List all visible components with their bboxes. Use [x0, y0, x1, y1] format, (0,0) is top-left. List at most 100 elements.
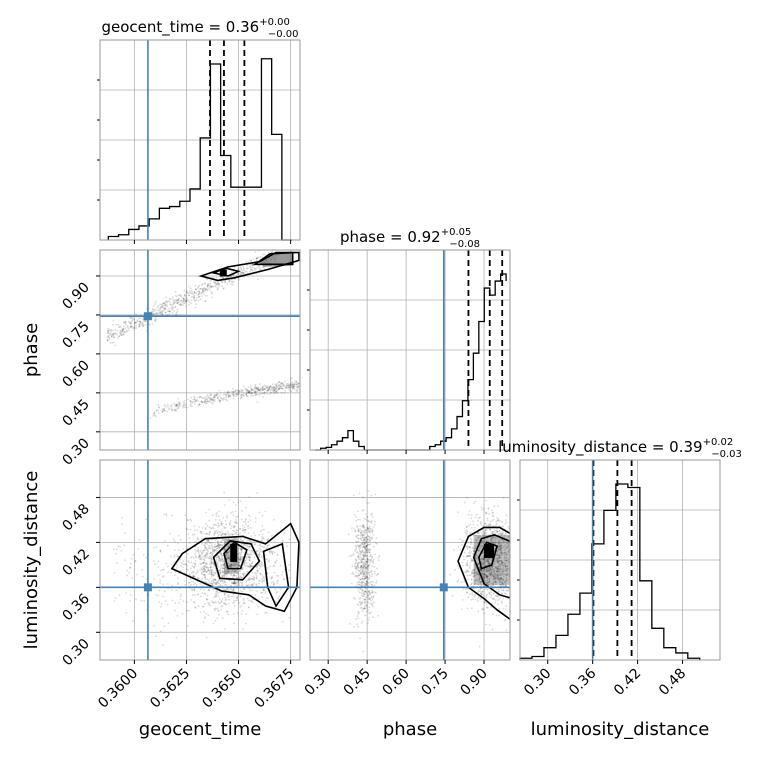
sample-point — [197, 538, 200, 541]
sample-point — [505, 629, 508, 632]
sample-point — [239, 606, 242, 608]
sample-point — [480, 523, 482, 526]
sample-point — [357, 546, 360, 549]
sample-point — [205, 612, 208, 615]
sample-point — [182, 560, 185, 562]
sample-point — [494, 536, 497, 539]
sample-point — [373, 584, 376, 587]
sample-point — [494, 566, 497, 568]
sample-point — [263, 546, 266, 549]
sample-point — [486, 560, 489, 563]
sample-point — [236, 274, 238, 277]
sample-point — [190, 299, 193, 301]
sample-point — [240, 272, 243, 275]
sample-point — [212, 398, 215, 401]
sample-point — [225, 523, 227, 526]
sample-point — [357, 617, 360, 620]
sample-point — [184, 514, 187, 517]
sample-point — [244, 544, 247, 547]
sample-point — [357, 556, 360, 559]
sample-point — [500, 559, 502, 562]
sample-point — [217, 540, 219, 543]
sample-point — [232, 537, 235, 540]
sample-point — [219, 583, 222, 586]
sample-point — [363, 571, 366, 573]
sample-point — [478, 590, 481, 593]
sample-point — [203, 566, 206, 568]
sample-point — [211, 514, 214, 517]
sample-point — [358, 569, 360, 572]
sample-point — [490, 537, 493, 540]
panel-frame — [99, 249, 301, 451]
panel-content — [100, 460, 300, 660]
sample-point — [368, 576, 371, 579]
sample-point — [170, 307, 173, 310]
sample-point — [477, 542, 479, 544]
sample-point — [223, 564, 226, 567]
sample-point — [198, 291, 201, 294]
sample-point — [158, 311, 161, 314]
sample-point — [232, 533, 235, 536]
sample-point — [191, 533, 194, 536]
sample-point — [233, 579, 235, 582]
sample-point — [490, 538, 493, 540]
sample-point — [259, 544, 262, 547]
sample-point — [497, 548, 500, 551]
sample-point — [370, 565, 373, 568]
sample-point — [232, 501, 235, 504]
sample-point — [218, 530, 220, 533]
sample-point — [241, 610, 244, 612]
sample-point — [240, 395, 243, 398]
sample-point — [483, 573, 486, 576]
sample-point — [264, 578, 267, 581]
sample-point — [364, 553, 367, 555]
sample-point — [209, 552, 212, 554]
sample-point — [359, 603, 362, 606]
sample-point — [246, 389, 249, 392]
sample-point — [500, 560, 503, 563]
sample-point — [166, 410, 169, 413]
truth-point — [143, 312, 152, 321]
sample-point — [210, 560, 213, 563]
sample-point — [185, 291, 188, 294]
sample-point — [209, 531, 211, 533]
sample-point — [161, 311, 164, 314]
sample-point — [260, 556, 263, 558]
sample-point — [163, 302, 166, 304]
sample-point — [214, 549, 216, 552]
sample-point — [200, 401, 203, 404]
sample-point — [220, 524, 223, 527]
sample-point — [172, 299, 175, 302]
sample-point — [243, 543, 246, 546]
sample-point — [204, 562, 207, 565]
sample-point — [250, 392, 253, 395]
sample-point — [365, 544, 368, 547]
sample-point — [113, 600, 116, 602]
sample-point — [185, 299, 188, 302]
sample-point — [482, 577, 485, 579]
sample-point — [176, 302, 179, 305]
sample-point — [289, 384, 291, 387]
sample-point — [159, 581, 162, 584]
sample-point — [232, 582, 235, 585]
sample-point — [152, 414, 155, 417]
sample-point — [168, 307, 171, 310]
sample-point — [501, 562, 504, 565]
sample-point — [190, 583, 192, 586]
sample-point — [205, 554, 208, 557]
sample-point — [491, 531, 494, 534]
sample-point — [214, 545, 217, 548]
sample-point — [364, 577, 367, 580]
sample-point — [493, 560, 496, 563]
sample-point — [257, 388, 260, 391]
sample-point — [261, 514, 264, 517]
sample-point — [175, 567, 178, 569]
sample-point — [474, 579, 477, 582]
sample-point — [493, 572, 496, 575]
sample-point — [477, 583, 480, 586]
sample-point — [499, 545, 501, 548]
sample-point — [249, 552, 252, 554]
sample-point — [510, 566, 512, 568]
sample-point — [366, 561, 369, 564]
